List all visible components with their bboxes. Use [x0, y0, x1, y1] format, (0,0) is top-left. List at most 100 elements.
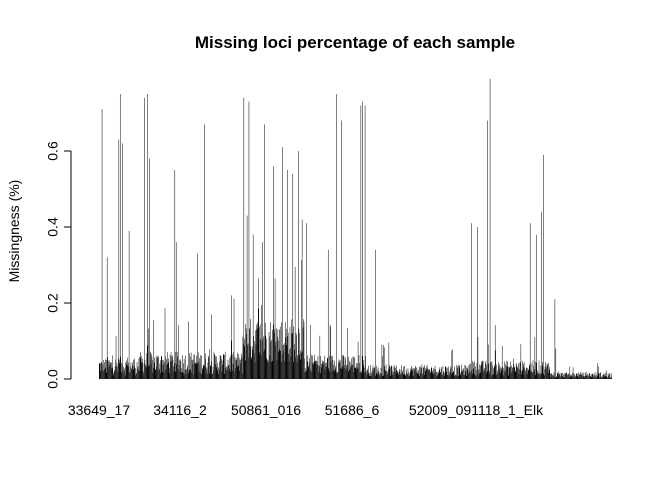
bar [536, 362, 537, 379]
bar [466, 375, 467, 379]
bar [339, 360, 340, 379]
bar [118, 139, 120, 379]
bar [270, 341, 272, 379]
bar [367, 369, 368, 379]
bar [454, 375, 456, 379]
bar [295, 357, 296, 379]
bar [132, 365, 133, 379]
bar [474, 361, 475, 379]
bar [497, 373, 499, 379]
bar [165, 356, 166, 379]
bar [499, 364, 500, 379]
bar [577, 377, 579, 379]
bar [131, 368, 132, 379]
bar [192, 364, 193, 379]
bar [423, 367, 424, 379]
bar [502, 375, 504, 379]
bar [565, 373, 566, 379]
bar [128, 366, 129, 379]
bar [369, 373, 370, 379]
bar [584, 377, 585, 379]
bar [285, 322, 286, 379]
bar [449, 371, 451, 379]
bar [241, 353, 242, 379]
bar [368, 372, 370, 379]
bar [269, 355, 271, 379]
bar [599, 373, 600, 379]
bar [229, 368, 230, 379]
bar [394, 364, 395, 379]
bar [138, 369, 139, 379]
bar [225, 367, 226, 379]
bar [422, 375, 423, 379]
bar [108, 367, 109, 379]
bar [534, 337, 536, 379]
bar [246, 328, 247, 379]
bar [142, 358, 143, 379]
bar [452, 371, 454, 379]
bar [193, 354, 195, 379]
bar [250, 346, 252, 379]
bar [356, 363, 357, 379]
bar [444, 372, 446, 379]
bar [469, 364, 470, 379]
bar [421, 364, 423, 379]
bar [605, 376, 607, 379]
x-tick-label: 50861_016 [231, 402, 301, 418]
bar [350, 365, 352, 379]
bar [486, 364, 488, 379]
bar [521, 370, 522, 379]
bar [153, 320, 154, 379]
bar [263, 335, 265, 379]
bar [184, 374, 185, 379]
bar [532, 360, 534, 379]
bar [251, 356, 252, 379]
bar [242, 372, 243, 379]
bar [413, 368, 414, 379]
y-tick-label: 0.2 [45, 293, 61, 313]
bar [148, 365, 150, 379]
bar [528, 364, 530, 379]
bar [554, 299, 556, 379]
bar [457, 368, 458, 379]
bar [333, 364, 335, 379]
bar [515, 364, 517, 379]
bar [501, 345, 503, 379]
bar [470, 373, 472, 379]
bar [424, 370, 426, 379]
bar [326, 367, 328, 379]
bar [265, 335, 266, 379]
bar [334, 368, 336, 379]
bar [310, 369, 312, 379]
bar [545, 369, 547, 379]
bar [431, 367, 432, 379]
bar [506, 360, 508, 379]
bar [440, 372, 441, 379]
bar [475, 370, 477, 379]
bar [216, 367, 218, 379]
bar [292, 333, 293, 379]
bar [465, 365, 466, 379]
bar [170, 352, 172, 379]
bar [543, 154, 544, 379]
bar [307, 367, 309, 379]
bar [608, 375, 610, 379]
bar [588, 374, 589, 379]
bar [175, 351, 176, 379]
bar [500, 367, 501, 379]
bar [143, 373, 144, 379]
bar [145, 364, 147, 379]
bar [281, 322, 282, 379]
bar [126, 360, 127, 379]
bar [403, 366, 404, 379]
bar [337, 372, 339, 379]
bar [385, 371, 386, 379]
bar [596, 374, 597, 379]
bar [326, 362, 327, 379]
bar [504, 372, 506, 379]
bar [477, 227, 478, 379]
bar [556, 376, 557, 379]
bar [600, 372, 601, 379]
bar [447, 374, 448, 379]
bar [190, 356, 191, 379]
